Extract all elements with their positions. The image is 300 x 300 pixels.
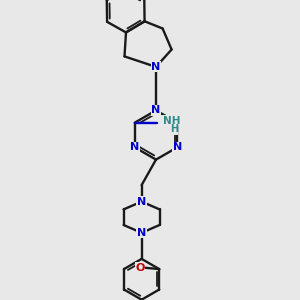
Text: H: H [170,124,178,134]
Text: N: N [137,228,146,238]
Text: N: N [137,196,146,207]
Text: N: N [130,142,139,152]
Text: NH: NH [163,116,180,126]
Text: O: O [135,262,145,273]
Text: N: N [152,62,160,72]
Text: N: N [173,142,182,152]
Text: N: N [152,105,160,116]
